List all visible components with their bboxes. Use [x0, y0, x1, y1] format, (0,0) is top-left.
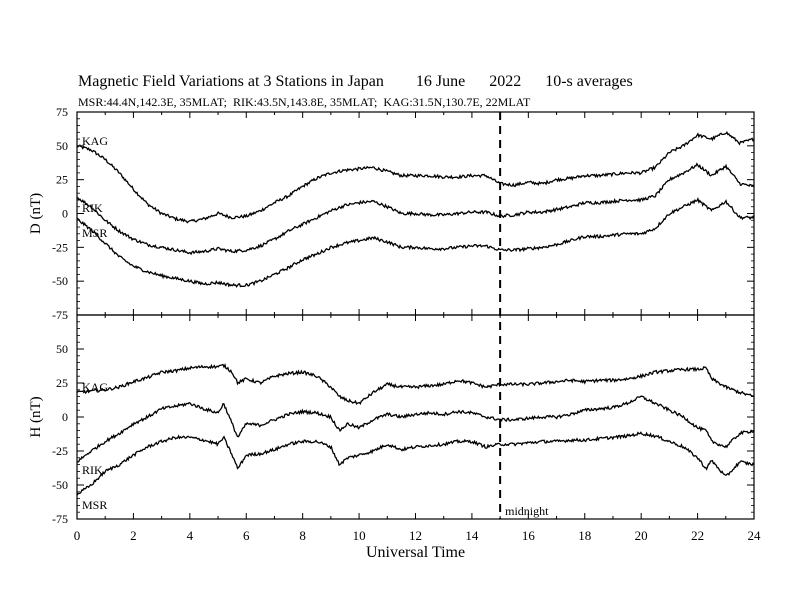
series-label-H-RIK: RIK: [82, 463, 103, 477]
x-tick-label: 14: [465, 528, 479, 543]
y-tick-label: -75: [52, 512, 68, 526]
series-label-D-KAG: KAG: [82, 134, 108, 148]
x-tick-label: 22: [691, 528, 704, 543]
x-tick-label: 12: [409, 528, 422, 543]
series-label-D-MSR: MSR: [82, 226, 107, 240]
x-tick-label: 18: [578, 528, 591, 543]
x-tick-label: 0: [74, 528, 81, 543]
y-tick-label: 25: [56, 173, 68, 187]
series-H-MSR: [76, 431, 755, 496]
y-axis-label-D: D (nT): [28, 193, 44, 234]
y-tick-label: -50: [52, 274, 68, 288]
y-tick-label: -25: [52, 444, 68, 458]
x-tick-label: 6: [243, 528, 250, 543]
series-label-H-KAG: KAG: [82, 380, 108, 394]
x-tick-label: 24: [748, 528, 762, 543]
chart-subtitle: MSR:44.4N,142.3E, 35MLAT; RIK:43.5N,143.…: [78, 95, 531, 109]
text-layer: 75 50 25 0 -25 -50 -75 D (nT) 50 25 0 -25 -50 -75 H (n…: [28, 105, 761, 561]
x-tick-label: 4: [187, 528, 194, 543]
y-tick-label: 50: [56, 139, 68, 153]
x-tick-label: 20: [635, 528, 648, 543]
series-D-RIK: [76, 162, 755, 256]
series-label-H-MSR: MSR: [82, 498, 107, 512]
series-H-RIK: [76, 395, 755, 463]
y-tick-label: -25: [52, 240, 68, 254]
x-axis-label: Universal Time: [366, 544, 465, 561]
y-axis-label-H: H (nT): [28, 396, 44, 437]
x-tick-label: 10: [353, 528, 366, 543]
series-label-D-RIK: RIK: [82, 201, 103, 215]
y-tick-label: 25: [56, 376, 68, 390]
y-tick-label: -75: [52, 308, 68, 322]
series-D-KAG: [76, 131, 755, 224]
chart-title: Magnetic Field Variations at 3 Stations …: [78, 73, 633, 90]
x-tick-label: 16: [522, 528, 536, 543]
midnight-label: midnight: [505, 504, 549, 518]
y-tick-label: 0: [62, 207, 68, 221]
y-tick-label: -50: [52, 478, 68, 492]
series-layer: [76, 112, 755, 519]
y-tick-label: 0: [62, 410, 68, 424]
series-D-MSR: [76, 197, 755, 288]
x-tick-label: 8: [299, 528, 306, 543]
y-tick-label: 50: [56, 342, 68, 356]
panel-frame-H: [76, 314, 755, 520]
series-H-KAG: [76, 363, 755, 406]
y-tick-label: 75: [56, 105, 68, 119]
axes-layer: [76, 111, 755, 520]
x-tick-label: 2: [130, 528, 137, 543]
